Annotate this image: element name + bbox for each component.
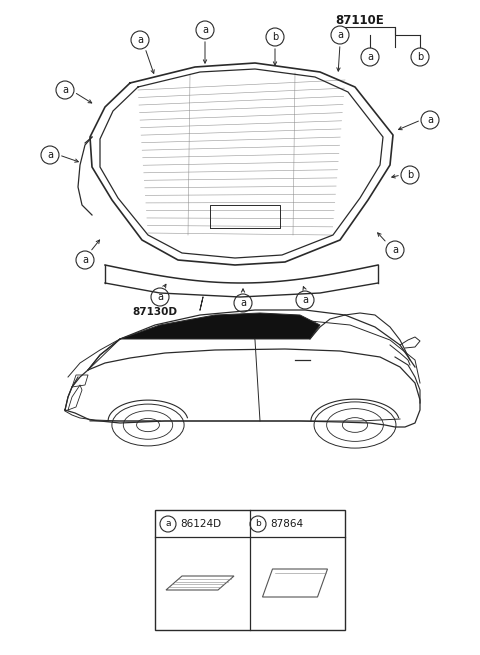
Text: b: b	[407, 170, 413, 180]
Text: a: a	[137, 35, 143, 45]
Text: 87864: 87864	[270, 519, 303, 529]
Text: a: a	[240, 298, 246, 308]
Text: 86124D: 86124D	[180, 519, 221, 529]
Text: a: a	[47, 150, 53, 160]
Text: a: a	[392, 245, 398, 255]
Text: a: a	[302, 295, 308, 305]
Text: b: b	[255, 519, 261, 529]
Text: a: a	[62, 85, 68, 95]
Text: 87130D: 87130D	[132, 307, 178, 317]
Text: a: a	[337, 30, 343, 40]
Text: b: b	[272, 32, 278, 42]
Text: 87110E: 87110E	[336, 14, 384, 26]
Text: a: a	[157, 292, 163, 302]
Polygon shape	[120, 313, 320, 339]
Text: a: a	[165, 519, 171, 529]
Text: a: a	[82, 255, 88, 265]
Text: a: a	[427, 115, 433, 125]
Text: a: a	[202, 25, 208, 35]
Text: a: a	[367, 52, 373, 62]
Text: b: b	[417, 52, 423, 62]
